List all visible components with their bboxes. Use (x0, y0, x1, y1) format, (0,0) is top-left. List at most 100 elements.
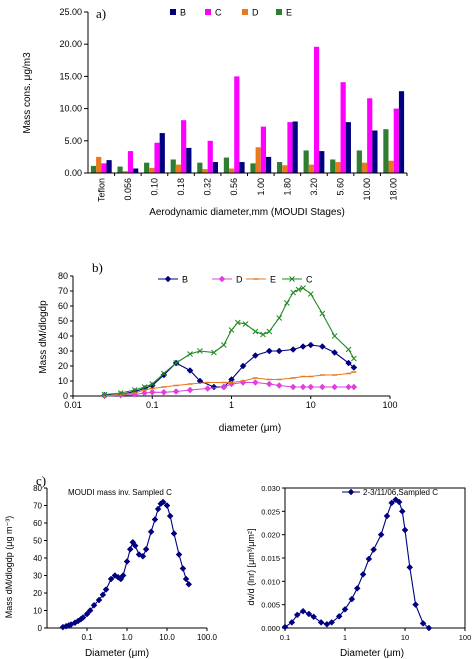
data-point (126, 545, 134, 553)
data-point (117, 390, 124, 396)
x-tick-label: 18.00 (389, 178, 399, 201)
panel-c-line-chart: c) MOUDI mass inv. Sampled C 0 10 20 30 40 50… (4, 473, 218, 659)
data-point (166, 512, 174, 520)
legend-label: C (215, 8, 222, 18)
data-point (242, 321, 249, 327)
data-point (307, 291, 314, 297)
x-tick-label: 0.18 (176, 178, 186, 196)
bar (207, 140, 213, 173)
data-point (102, 586, 110, 593)
y-tick-label: 10 (58, 376, 68, 386)
legend-label: E (270, 275, 276, 285)
data-point (299, 383, 307, 391)
data-point (90, 601, 98, 609)
legend-swatch (205, 9, 211, 15)
y-tick-label: 20 (33, 589, 42, 598)
x-tick-label: 10 (401, 633, 409, 642)
plot-frame (284, 487, 466, 629)
bar (133, 168, 139, 173)
data-point (299, 607, 307, 615)
x-tick-label: 100.0 (197, 633, 218, 642)
panel-a-x-axis-label: Aerodynamic diameter,mm (MOUDI Stages) (149, 207, 345, 218)
data-point (300, 285, 306, 291)
data-point (284, 300, 290, 306)
series-line (104, 381, 354, 397)
panel-d-line-chart: 0.000 0.005 0.010 0.015 0.020 0.025 0.030 0.1 1 1… (246, 484, 471, 659)
y-tick-label: 50 (58, 316, 68, 326)
data-point (419, 619, 427, 627)
data-point (295, 286, 302, 293)
data-point (228, 327, 235, 333)
data-point (317, 619, 325, 626)
data-point (234, 319, 241, 326)
x-tick-label: 3.20 (309, 178, 319, 196)
data-point (239, 362, 247, 370)
data-point (335, 612, 343, 620)
data-point (185, 580, 193, 588)
data-point (307, 383, 315, 391)
x-tick-label: 1 (229, 400, 234, 410)
y-tick-label: 70 (58, 286, 68, 296)
bar (159, 133, 165, 173)
data-point (99, 591, 107, 599)
bar (260, 126, 266, 173)
data-point (289, 346, 297, 353)
data-point (197, 348, 203, 354)
data-point (86, 607, 94, 614)
y-tick-label: 0.010 (261, 577, 280, 586)
data-point (131, 542, 139, 550)
data-point (131, 387, 138, 393)
data-point (353, 584, 361, 592)
data-point (359, 570, 367, 578)
data-point (210, 383, 218, 391)
data-point (345, 359, 352, 367)
x-tick-label: 1.00 (256, 178, 266, 196)
bar (250, 163, 256, 173)
data-point (147, 528, 155, 536)
panel-a-axes: 0.00 5.00 10.00 15.00 20.00 25.00 Teflon 0.056 0… (59, 7, 408, 202)
y-tick-label: 60 (58, 301, 68, 311)
data-point (398, 507, 406, 515)
data-point (290, 289, 297, 296)
data-point (83, 610, 91, 618)
y-tick-label: 20 (58, 361, 68, 371)
panel-b-label: b) (92, 260, 103, 275)
y-tick-label: 40 (58, 331, 68, 341)
panel-b-axes: 0 10 20 30 40 50 60 70 80 0.01 0.1 1 10 100 (58, 271, 398, 410)
bar (144, 162, 150, 173)
data-point (139, 552, 147, 560)
bar (234, 76, 240, 173)
bar (175, 164, 182, 173)
bar (122, 171, 128, 173)
y-tick-label: 0.025 (261, 507, 280, 516)
data-point (370, 546, 377, 553)
bar (90, 165, 97, 173)
panel-a-legend: B C D E (170, 8, 292, 18)
x-tick-label: 0.32 (203, 178, 213, 196)
data-point (220, 342, 227, 348)
data-point (331, 333, 338, 339)
data-point (95, 596, 103, 604)
bar (313, 46, 320, 173)
data-point (220, 383, 228, 391)
panel-c-y-axis-label: Mass dM/dlogdp (μg m⁻³) (4, 516, 14, 618)
data-point (159, 498, 167, 506)
data-point (160, 370, 167, 377)
legend-label: B (182, 275, 188, 285)
data-point (142, 545, 150, 553)
data-point (266, 328, 273, 335)
legend-label: C (306, 275, 313, 285)
data-point (79, 614, 87, 621)
bar (186, 147, 192, 173)
x-tick-label: 100 (382, 400, 397, 410)
data-point (154, 505, 162, 513)
data-point (163, 502, 171, 509)
data-point (350, 364, 358, 371)
bar (308, 164, 314, 173)
data-point (123, 558, 131, 565)
bar (330, 159, 336, 173)
data-point (175, 551, 183, 558)
data-point (160, 388, 168, 396)
bar (340, 82, 346, 173)
